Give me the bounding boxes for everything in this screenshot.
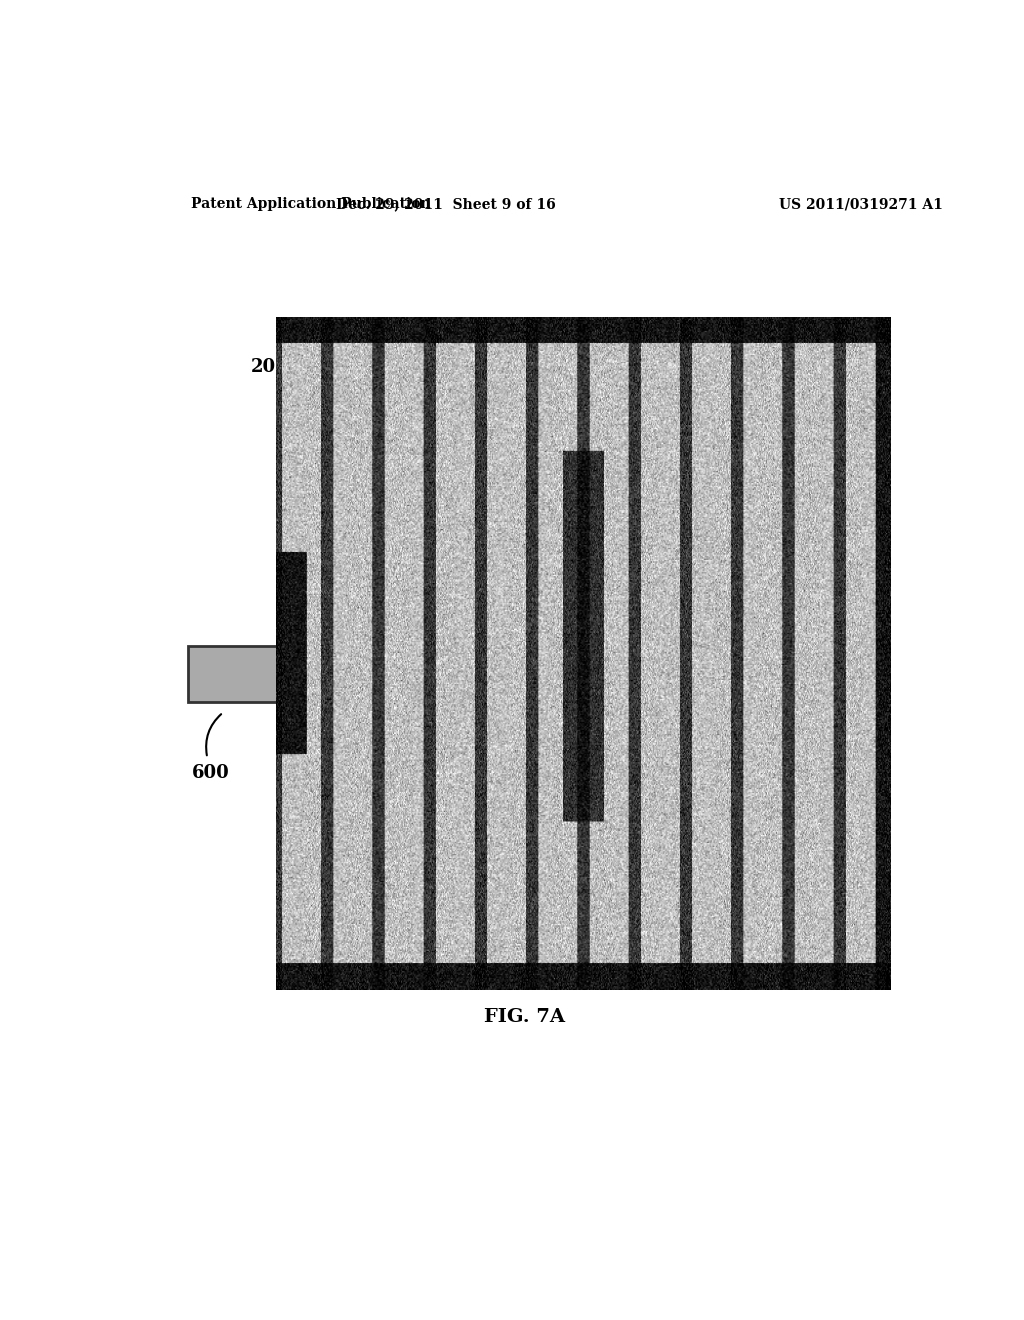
Polygon shape	[334, 725, 346, 744]
Text: Dec. 29, 2011  Sheet 9 of 16: Dec. 29, 2011 Sheet 9 of 16	[336, 197, 555, 211]
FancyBboxPatch shape	[342, 403, 818, 921]
Text: 201: 201	[251, 358, 289, 376]
Text: Patent Application Publication: Patent Application Publication	[191, 197, 431, 211]
Polygon shape	[327, 628, 342, 719]
Text: 91: 91	[295, 948, 319, 965]
FancyBboxPatch shape	[799, 403, 818, 921]
Polygon shape	[334, 602, 346, 623]
Text: 600: 600	[191, 764, 229, 783]
FancyBboxPatch shape	[187, 645, 327, 702]
Text: US 2011/0319271 A1: US 2011/0319271 A1	[778, 197, 943, 211]
Text: FIG. 7A: FIG. 7A	[484, 1008, 565, 1026]
Text: 20: 20	[457, 961, 482, 978]
